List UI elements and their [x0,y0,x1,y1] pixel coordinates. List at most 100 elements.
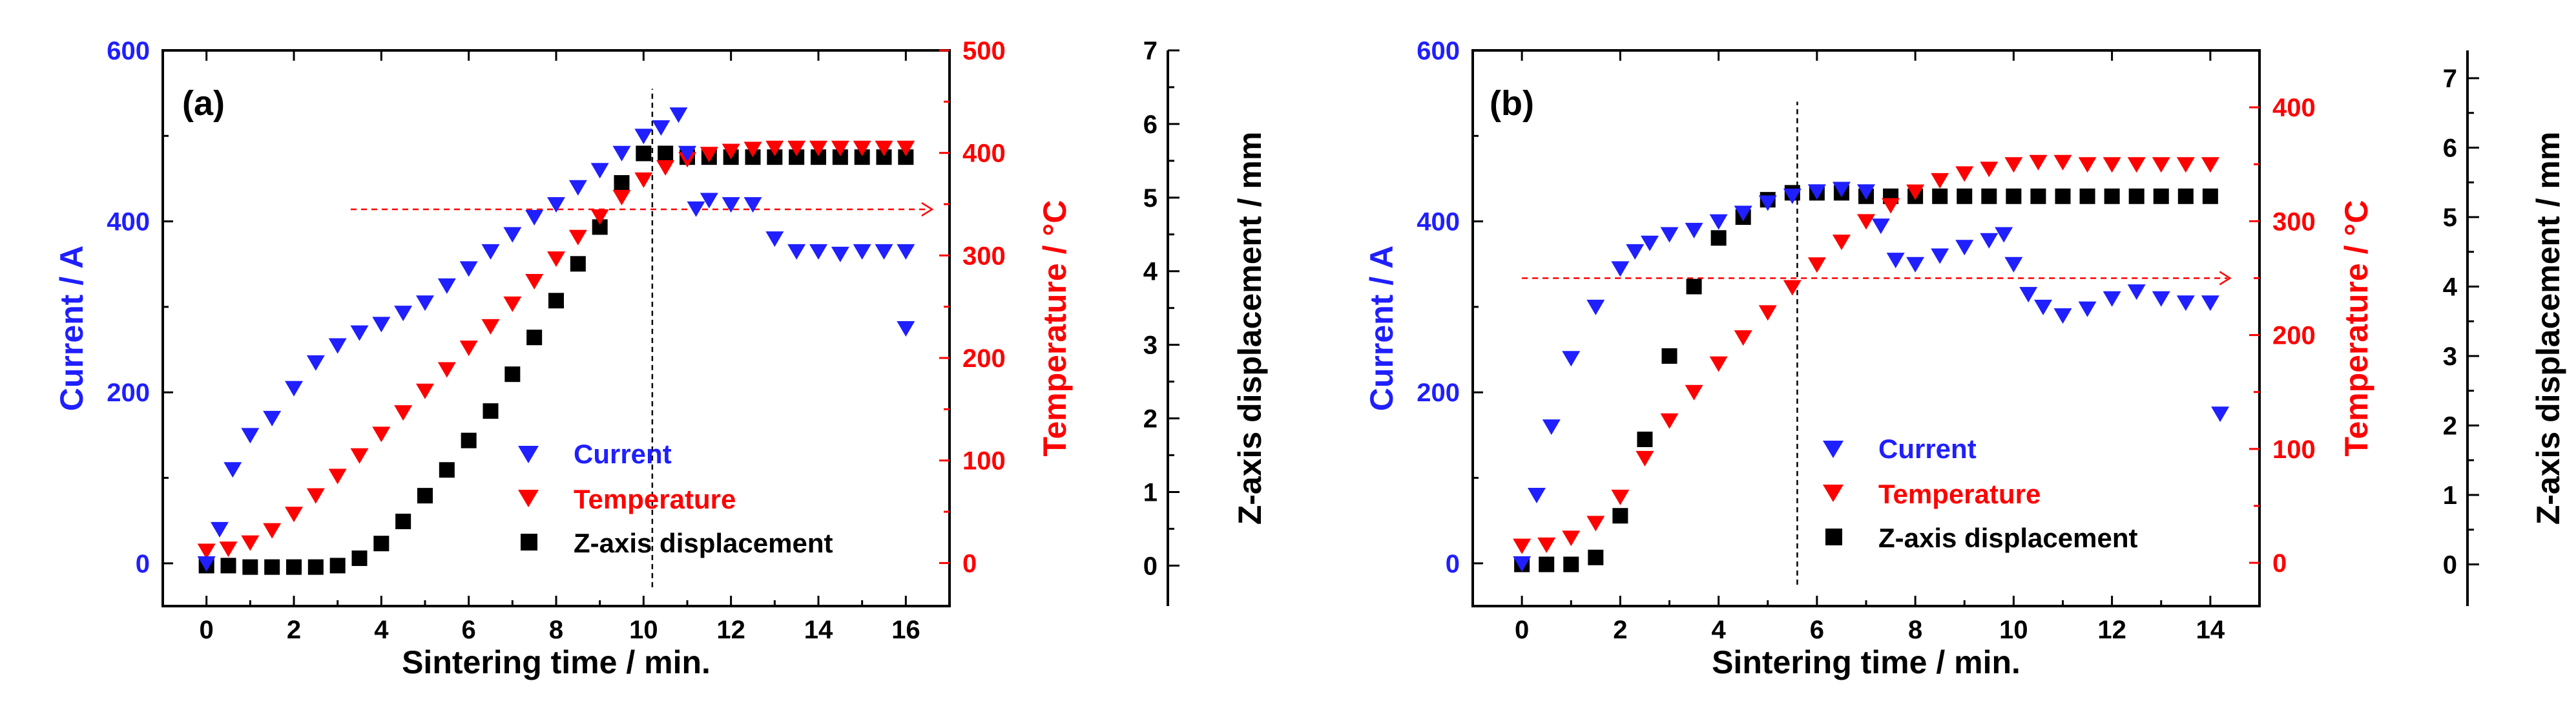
temperature-tick-label: 0 [2272,549,2287,578]
displacement-point [1612,508,1628,524]
temperature-point [1562,530,1581,547]
current-series [1513,182,2219,572]
displacement-point [504,366,521,383]
x-axis-tick-labels: 0 2 4 6 8 10 12 14 [1515,616,2225,644]
current-point [459,261,478,277]
current-point [1980,233,1999,249]
temperature-point [394,405,413,421]
temperature-point [590,209,609,226]
displacement-tick-label: 1 [2443,481,2457,510]
arrow-head [2219,271,2232,286]
panel-label: (a) [182,84,225,123]
x-tick-label: 10 [629,616,658,644]
current-tick-label: 0 [136,550,150,578]
displacement-tick-label: 4 [2443,273,2458,302]
legend-temperature-label: Temperature [574,484,736,514]
current-axis-ticks [1473,49,1483,565]
displacement-point [636,145,652,162]
current-point [722,197,740,213]
current-tick-label: 200 [107,379,150,407]
current-point [669,107,688,123]
temperature-point [2176,157,2195,173]
x-axis-ticks [1521,50,2212,606]
displacement-axis-title: Z-axis displacement / mm [1232,132,1268,525]
displacement-point [264,559,280,575]
temperature-point [1537,537,1556,553]
current-point [2103,291,2121,307]
current-point [568,180,587,196]
arrow-head [921,202,934,217]
temperature-point [1636,450,1654,467]
annotation-lines [350,89,934,587]
temperature-point [765,140,784,156]
displacement-tick-label: 2 [2443,412,2457,441]
displacement-point [1563,556,1579,572]
current-point [223,462,242,478]
temperature-point [1660,413,1679,429]
current-point [1857,184,1875,200]
temperature-point [634,172,653,188]
legend-current-label: Current [574,439,672,469]
displacement-point [526,330,543,346]
current-outlier-point [2211,406,2230,423]
temperature-point [831,140,849,156]
x-tick-label: 0 [1515,616,1529,644]
x-tick-label: 8 [549,616,563,644]
current-point [1527,488,1546,503]
displacement-point [2104,188,2120,204]
temperature-point [1709,356,1728,372]
temperature-tick-label: 200 [2272,322,2316,350]
temperature-point [1931,173,1949,189]
displacement-point [286,559,302,575]
displacement-point [417,488,433,504]
displacement-axis-ticks [1168,49,1179,567]
temperature-point [1611,489,1630,505]
temperature-point [437,362,456,378]
current-point [306,355,325,371]
temperature-point [2103,157,2121,173]
legend-temperature-marker [518,490,539,507]
current-tick-label: 400 [1417,208,1460,236]
current-point [1611,261,1630,277]
displacement-point [1686,278,1702,295]
temperature-point [568,229,587,246]
temperature-point [547,251,565,268]
current-point [2078,301,2097,317]
temperature-point [1734,330,1752,346]
temperature-point [503,296,522,312]
panel-label: (b) [1490,84,1534,123]
current-tick-label: 600 [107,37,150,65]
temperature-point [1882,198,1900,214]
displacement-point [1661,348,1678,364]
temperature-point [219,541,238,558]
temperature-point [1783,280,1802,296]
x-axis-title: Sintering time / min. [402,644,711,680]
current-point [875,244,893,260]
displacement-series [198,145,914,575]
current-point [1931,248,1949,264]
legend-current-marker [1823,441,1844,458]
temperature-point [1685,384,1703,401]
temperature-axis-tick-labels: 0 100 200 300 400 [2272,94,2316,578]
current-point [1586,299,1605,315]
current-point [2176,295,2195,311]
current-point [2201,295,2219,311]
current-point [1871,218,1890,235]
x-axis-tick-labels: 0 2 4 6 8 10 12 14 16 [200,616,920,644]
temperature-tick-label: 400 [962,140,1006,168]
temperature-point [459,341,478,357]
temperature-point [416,383,434,399]
displacement-point [2153,188,2169,204]
temperature-tick-label: 300 [2272,207,2316,236]
temperature-point [372,426,391,443]
current-point [1886,253,1905,269]
temperature-point [1906,184,1925,200]
displacement-tick-label: 0 [2443,551,2457,580]
current-point [1783,188,1802,204]
displacement-tick-label: 5 [1143,184,1158,213]
displacement-point [2202,188,2218,204]
current-point [2053,308,2072,324]
displacement-tick-label: 6 [2443,134,2457,163]
current-point [612,145,631,162]
current-point [1995,227,2013,243]
